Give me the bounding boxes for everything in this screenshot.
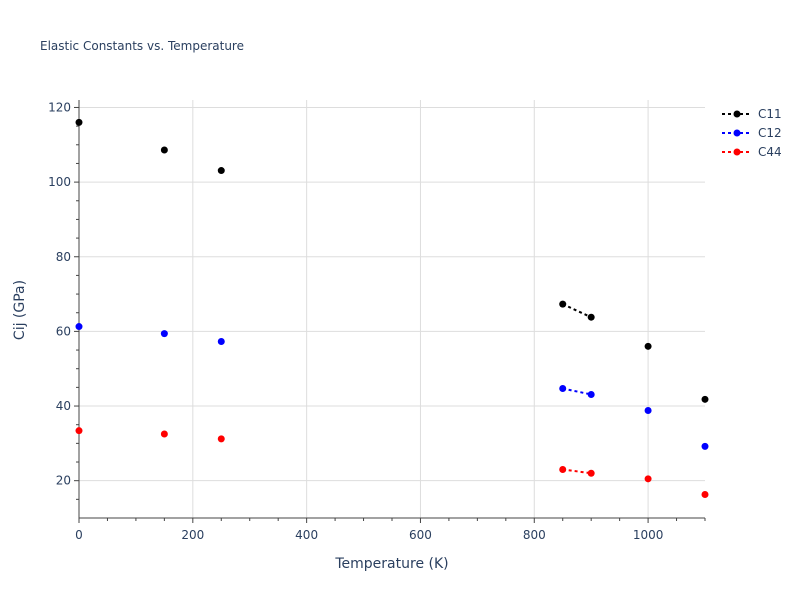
data-point [160,146,168,154]
y-tick-label: 120 [48,100,71,114]
series-line [562,303,592,319]
legend-label: C44 [758,145,782,159]
x-tick-label: 1000 [633,528,664,542]
legend-label: C12 [758,126,782,140]
chart-title: Elastic Constants vs. Temperature [40,39,244,53]
legend-marker [733,129,741,137]
data-point [644,342,652,350]
legend-item-c11[interactable]: C11 [722,107,782,121]
data-point [701,395,709,403]
x-tick-label: 200 [181,528,204,542]
data-point [559,384,567,392]
data-point [587,313,595,321]
data-point [587,390,595,398]
axes: 0 200 400 600 800 1000 20 40 60 80 100 120 [48,100,706,542]
x-tick-label: 400 [295,528,318,542]
x-tick-label: 0 [75,528,83,542]
data-point [217,435,225,443]
data-point [587,469,595,477]
series-c11 [75,118,709,403]
legend-item-c12[interactable]: C12 [722,126,782,140]
data-point [217,337,225,345]
data-point [701,442,709,450]
legend-marker [733,148,741,156]
series-line [562,387,592,396]
legend-item-c44[interactable]: C44 [722,145,782,159]
y-tick-label: 40 [56,399,71,413]
data-point [644,475,652,483]
x-tick-label: 600 [409,528,432,542]
data-point [75,427,83,435]
data-point [160,430,168,438]
y-axis-title: Cij (GPa) [12,280,28,340]
data-point [701,490,709,498]
plot-area [75,118,709,498]
data-point [160,330,168,338]
data-point [217,167,225,175]
data-point [644,407,652,415]
y-tick-label: 80 [56,250,71,264]
legend-marker [733,110,741,118]
y-tick-label: 60 [56,324,71,338]
data-point [75,323,83,331]
legend-label: C11 [758,107,782,121]
y-tick-label: 100 [48,175,71,189]
data-point [559,465,567,473]
series-c44 [75,427,709,498]
series-line [562,468,592,475]
x-tick-label: 800 [523,528,546,542]
x-axis-title: Temperature (K) [334,556,448,572]
grid [79,100,705,518]
series-c12 [75,323,709,450]
data-point [75,118,83,126]
data-point [559,300,567,308]
legend[interactable]: C11 C12 C44 [722,107,782,159]
y-tick-label: 20 [56,474,71,488]
